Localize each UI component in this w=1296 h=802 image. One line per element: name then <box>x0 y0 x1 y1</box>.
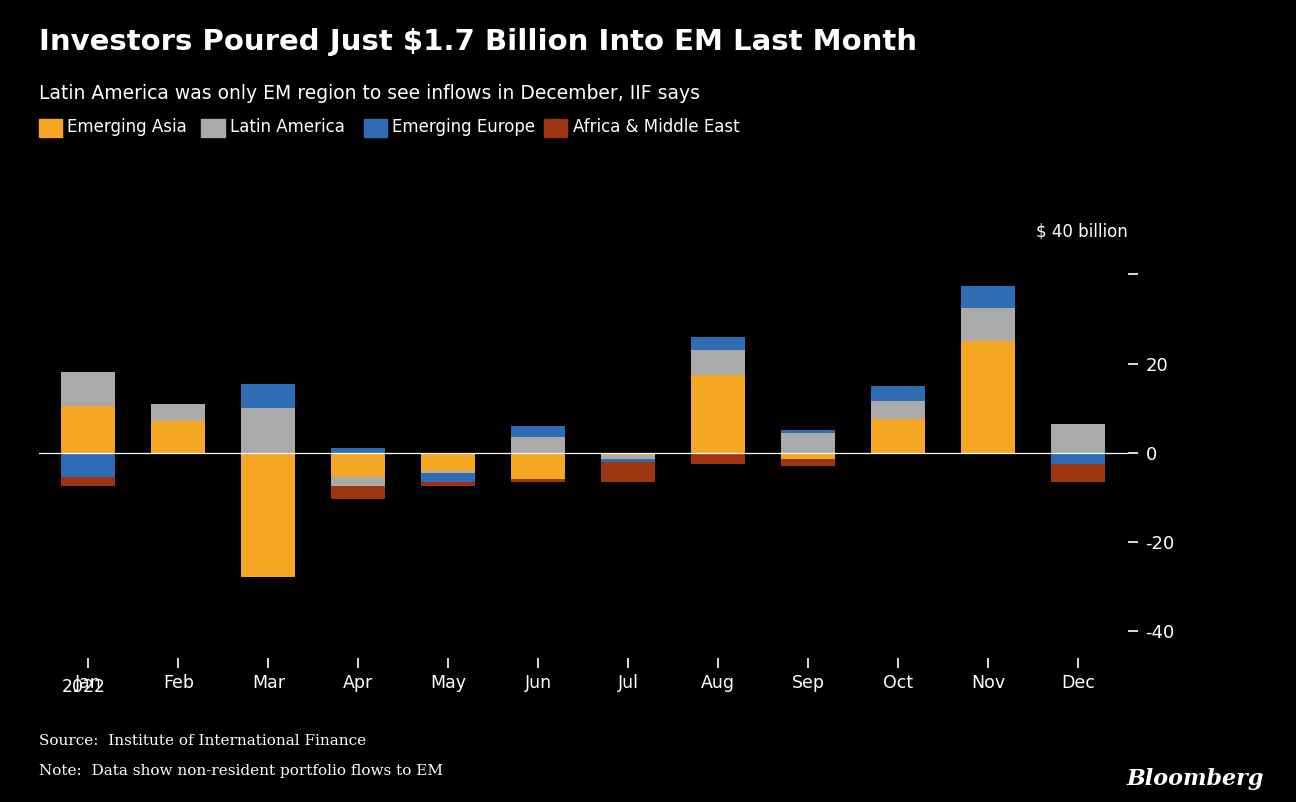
Bar <box>1051 464 1105 482</box>
Bar <box>421 471 476 472</box>
Bar <box>332 448 385 452</box>
Text: 2022: 2022 <box>62 678 106 695</box>
Bar <box>962 342 1015 452</box>
Bar <box>152 403 205 422</box>
Bar <box>691 452 745 464</box>
Bar <box>691 337 745 350</box>
Bar <box>871 402 925 419</box>
Text: Latin America: Latin America <box>229 118 345 136</box>
Bar <box>421 482 476 486</box>
Bar <box>691 350 745 375</box>
Bar <box>781 452 835 460</box>
Text: Note:  Data show non-resident portfolio flows to EM: Note: Data show non-resident portfolio f… <box>39 764 443 777</box>
Bar <box>781 432 835 452</box>
Bar <box>61 477 115 486</box>
Bar <box>601 455 656 460</box>
Bar <box>421 472 476 482</box>
Bar <box>511 480 565 482</box>
Bar <box>241 383 295 408</box>
Text: Africa & Middle East: Africa & Middle East <box>573 118 739 136</box>
Bar <box>871 419 925 452</box>
Text: Emerging Europe: Emerging Europe <box>393 118 535 136</box>
Bar <box>511 437 565 452</box>
Text: Bloomberg: Bloomberg <box>1126 768 1264 790</box>
Bar <box>241 452 295 577</box>
Bar <box>332 486 385 500</box>
Bar <box>332 477 385 486</box>
Text: Latin America was only EM region to see inflows in December, IIF says: Latin America was only EM region to see … <box>39 84 700 103</box>
Bar <box>962 286 1015 308</box>
Bar <box>61 372 115 406</box>
Bar <box>241 408 295 452</box>
Bar <box>601 462 656 482</box>
Bar <box>691 375 745 452</box>
Bar <box>781 431 835 432</box>
Text: Source:  Institute of International Finance: Source: Institute of International Finan… <box>39 734 365 747</box>
Bar <box>511 452 565 480</box>
Bar <box>511 426 565 437</box>
Bar <box>601 460 656 462</box>
Bar <box>332 452 385 477</box>
Text: Investors Poured Just $1.7 Billion Into EM Last Month: Investors Poured Just $1.7 Billion Into … <box>39 28 916 56</box>
Bar <box>1051 452 1105 464</box>
Bar <box>601 452 656 455</box>
Bar <box>1051 423 1105 452</box>
Bar <box>61 406 115 452</box>
Text: Emerging Asia: Emerging Asia <box>67 118 187 136</box>
Bar <box>61 452 115 477</box>
Bar <box>781 460 835 466</box>
Bar <box>871 386 925 402</box>
Bar <box>152 422 205 452</box>
Bar <box>421 452 476 471</box>
Text: $ 40 billion: $ 40 billion <box>1036 223 1128 241</box>
Bar <box>962 308 1015 342</box>
